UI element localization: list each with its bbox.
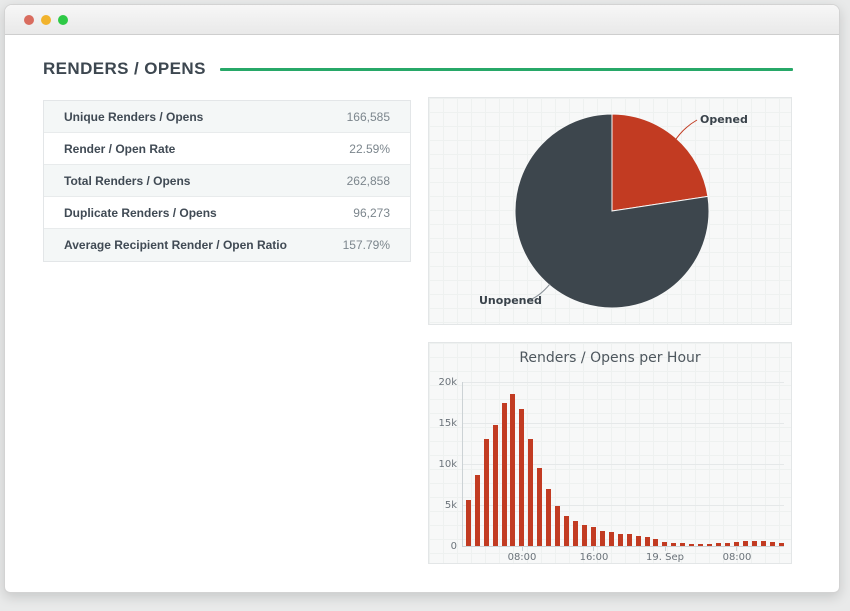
minimize-button[interactable]: [41, 15, 51, 25]
y-tick-label: 10k: [438, 459, 457, 470]
bar: [573, 521, 578, 546]
table-row: Unique Renders / Opens 166,585: [44, 101, 410, 133]
bar: [546, 489, 552, 546]
bar: [769, 542, 775, 546]
bar: [492, 425, 498, 546]
bar: [698, 544, 704, 546]
gridline-10k: [462, 464, 784, 465]
table-row: Total Renders / Opens 262,858: [44, 165, 410, 197]
bar-chart-title: Renders / Opens per Hour: [519, 350, 701, 366]
bar: [528, 439, 534, 546]
bar: [608, 532, 614, 546]
bar: [778, 543, 784, 546]
bar: [474, 475, 480, 546]
x-axis: [462, 546, 784, 547]
x-tick-label: 19. Sep: [646, 552, 684, 563]
table-row: Render / Open Rate 22.59%: [44, 133, 410, 165]
y-tick-label: 20k: [438, 377, 457, 388]
gridline-20k: [462, 382, 784, 383]
accent-rule: [219, 67, 793, 71]
bar: [555, 506, 561, 546]
callout-line-opened: [673, 119, 698, 143]
bar: [689, 544, 695, 546]
bar: [742, 541, 748, 546]
bar: [733, 542, 739, 546]
bar-chart-panel: Renders / Opens per Hour 0 5k 10k 15k 20…: [428, 342, 792, 564]
callout-line-unopened: [528, 283, 551, 301]
bar: [590, 527, 596, 546]
bar: [581, 525, 587, 546]
bar: [465, 500, 471, 546]
stat-label: Render / Open Rate: [64, 141, 176, 156]
bar: [626, 534, 632, 546]
bar: [671, 543, 677, 546]
table-row: Duplicate Renders / Opens 96,273: [44, 197, 410, 229]
bar: [564, 516, 569, 546]
bar: [751, 541, 757, 546]
stat-label: Total Renders / Opens: [64, 173, 191, 188]
pie-slice-unopened: [514, 113, 710, 309]
bar: [707, 544, 713, 546]
pie-slice-opened: [611, 113, 709, 212]
window-titlebar: [5, 5, 839, 35]
y-tick-label: 0: [450, 541, 457, 552]
bar: [635, 536, 641, 546]
app-window: RENDERS / OPENS Unique Renders / Opens 1…: [4, 4, 840, 593]
x-tick-label: 16:00: [579, 552, 609, 563]
x-tick-label: 08:00: [722, 552, 752, 563]
stat-value: 157.79%: [342, 238, 390, 252]
section-header: RENDERS / OPENS: [43, 57, 793, 81]
x-tick-mark: [593, 547, 595, 551]
close-button[interactable]: [24, 15, 34, 25]
pie-chart-panel: Opened Unopened: [428, 97, 792, 325]
bar: [644, 537, 650, 546]
page-title: RENDERS / OPENS: [43, 59, 206, 78]
y-axis: [462, 382, 463, 547]
bar: [501, 403, 507, 546]
bar: [680, 543, 686, 546]
y-tick-label: 15k: [438, 418, 457, 429]
bar: [725, 543, 730, 546]
stat-label: Duplicate Renders / Opens: [64, 205, 217, 220]
gridline-5k: [462, 505, 784, 506]
pie-label-opened: Opened: [700, 113, 748, 126]
stats-table: Unique Renders / Opens 166,585 Render / …: [43, 100, 411, 262]
bar: [483, 439, 489, 546]
pie-chart: [514, 113, 710, 309]
bar: [519, 409, 525, 546]
bar: [617, 534, 623, 546]
stat-label: Unique Renders / Opens: [64, 109, 204, 124]
zoom-button[interactable]: [58, 15, 68, 25]
gridline-15k: [462, 423, 784, 424]
x-tick-label: 08:00: [507, 552, 537, 563]
stat-value: 96,273: [353, 205, 390, 220]
stat-value: 262,858: [346, 173, 390, 188]
bar: [760, 541, 766, 546]
x-tick-mark: [664, 547, 666, 551]
stat-value: 22.59%: [349, 141, 390, 156]
bar: [537, 468, 543, 546]
y-tick-label: 5k: [444, 500, 457, 511]
x-tick-mark: [521, 547, 523, 551]
table-row: Average Recipient Render / Open Ratio 15…: [44, 229, 410, 261]
bar: [653, 539, 659, 546]
stat-value: 166,585: [346, 109, 390, 124]
bar: [716, 543, 721, 546]
bar: [510, 394, 516, 546]
pie-label-unopened: Unopened: [479, 294, 542, 307]
x-tick-mark: [736, 547, 738, 551]
bar: [662, 542, 668, 546]
stat-label: Average Recipient Render / Open Ratio: [64, 238, 287, 252]
bar: [599, 531, 605, 546]
